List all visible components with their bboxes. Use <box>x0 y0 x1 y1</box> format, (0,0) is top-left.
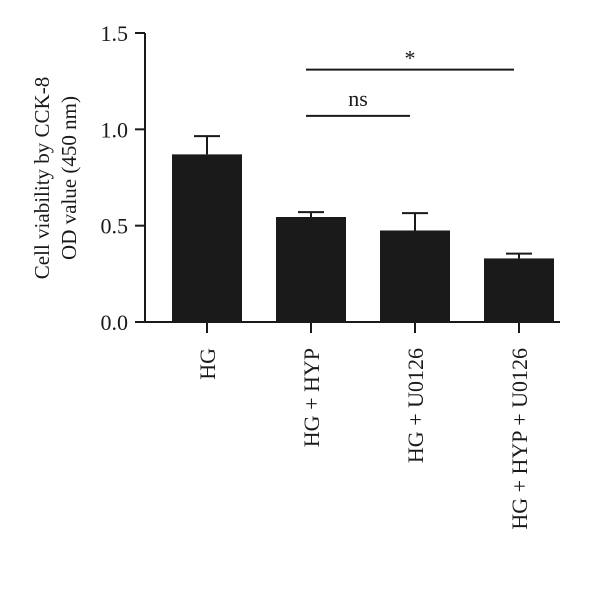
significance-label-0: ns <box>348 86 368 111</box>
bar-1 <box>276 216 346 322</box>
y-axis-title: Cell viability by CCK-8 OD value (450 nm… <box>30 77 81 279</box>
significance-label-1: * <box>405 46 416 71</box>
category-label-2: HG + U0126 <box>403 348 428 463</box>
plot-area: 0.0 0.5 1.0 1.5 HG HG + HYP HG + U0126 HG + HYP… <box>101 21 560 530</box>
y-axis-title-line-2: OD value (450 nm) <box>57 96 81 260</box>
bar-0 <box>172 154 242 322</box>
bar-2 <box>380 230 450 322</box>
y-axis-title-line-1: Cell viability by CCK-8 <box>30 77 54 279</box>
category-label-1: HG + HYP <box>299 348 324 447</box>
category-label-0: HG <box>195 348 220 380</box>
y-tick-label-1: 0.5 <box>101 214 129 239</box>
y-tick-label-3: 1.5 <box>101 21 129 46</box>
category-label-3: HG + HYP + U0126 <box>507 348 532 530</box>
bar-3 <box>484 258 554 322</box>
y-tick-label-2: 1.0 <box>101 117 129 142</box>
y-tick-label-0: 0.0 <box>101 310 129 335</box>
